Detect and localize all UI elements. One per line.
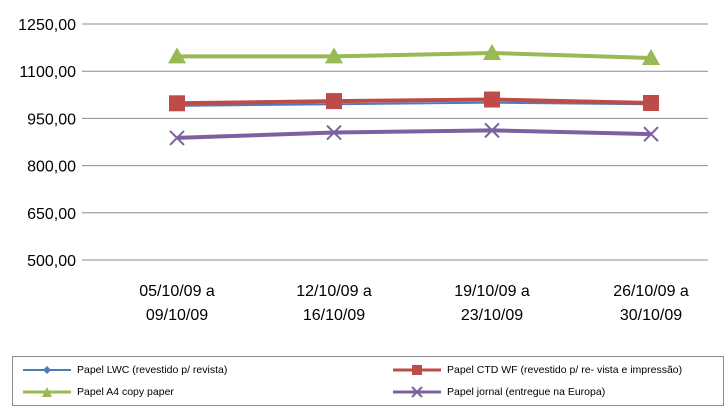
data-point (484, 91, 500, 108)
y-tick-label: 500,00 (27, 253, 76, 270)
legend-item-papel-jornal: Papel jornal (entregue na Europa) (393, 382, 605, 402)
data-point (325, 47, 343, 64)
x-category-label: 30/10/09 (620, 307, 682, 324)
data-point (642, 48, 660, 65)
x-category-label: 23/10/09 (461, 307, 523, 324)
line-chart: 500,00 650,00 800,00 950,00 1100,00 1250,00 0… (18, 17, 708, 324)
legend-label-papel-jornal: Papel jornal (entregue na Europa) (447, 386, 606, 398)
series-line (177, 50, 652, 60)
series-line (176, 128, 652, 140)
x-category-label: 16/10/09 (303, 307, 365, 324)
data-point (326, 93, 342, 110)
legend-label-papel-lwc: Papel LWC (revestido p/ revista) (77, 364, 228, 376)
x-axis-category-labels: 05/10/09 a 09/10/09 12/10/09 a 16/10/09 19/1… (139, 283, 689, 324)
series-line (176, 97, 652, 106)
legend-item-papel-ctd-wf: Papel CTD WF (revestido p/ re- vista e i… (393, 360, 682, 380)
series-lines (176, 50, 652, 140)
legend-item-papel-a4: Papel A4 copy paper (23, 382, 174, 402)
data-point (483, 43, 501, 60)
data-point (168, 47, 186, 64)
y-tick-label: 1250,00 (18, 17, 76, 34)
y-axis-tick-labels: 500,00 650,00 800,00 950,00 1100,00 1250,00 (18, 17, 76, 270)
legend-label-papel-a4: Papel A4 copy paper (77, 386, 174, 398)
legend-label-papel-ctd-wf: Papel CTD WF (revestido p/ re- vista e i… (447, 364, 683, 376)
series-markers (168, 43, 660, 146)
data-point (326, 124, 342, 141)
y-tick-label: 950,00 (27, 111, 76, 128)
legend-marker-papel-jornal (393, 386, 441, 398)
x-category-label: 12/10/09 a (296, 283, 372, 300)
data-point (643, 94, 659, 111)
y-tick-label: 800,00 (27, 159, 76, 176)
legend-item-papel-lwc: Papel LWC (revestido p/ revista) (23, 360, 227, 380)
x-category-label: 05/10/09 a (139, 283, 215, 300)
data-point (484, 122, 500, 139)
data-point (169, 130, 185, 146)
y-tick-label: 1100,00 (19, 64, 76, 81)
series-line (176, 101, 652, 107)
gridlines (82, 23, 708, 261)
data-point (643, 126, 659, 142)
data-point (169, 95, 185, 112)
x-category-label: 26/10/09 a (613, 283, 689, 300)
legend-marker-papel-ctd-wf (393, 365, 441, 375)
legend: Papel LWC (revestido p/ revista) Papel C… (12, 356, 724, 406)
legend-marker-papel-a4 (23, 387, 71, 397)
legend-marker-papel-lwc (23, 366, 71, 374)
y-tick-label: 650,00 (27, 206, 76, 223)
x-category-label: 09/10/09 (146, 307, 208, 324)
x-category-label: 19/10/09 a (454, 283, 530, 300)
